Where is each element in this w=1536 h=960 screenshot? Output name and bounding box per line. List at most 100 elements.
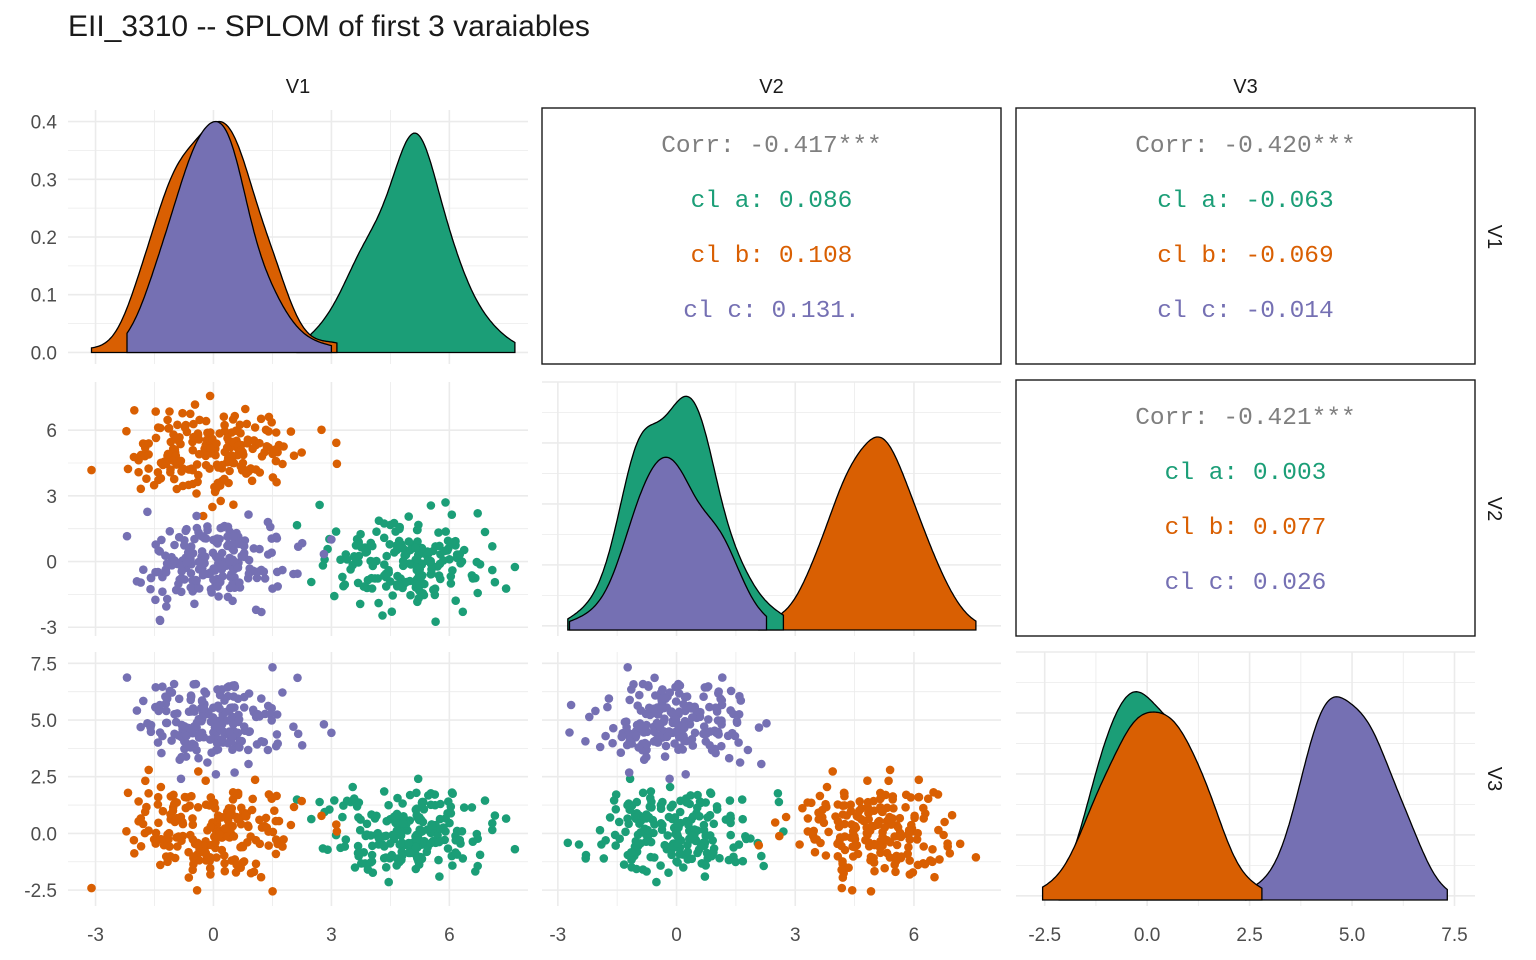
point-cl-b bbox=[154, 818, 163, 828]
point-cl-a bbox=[307, 577, 316, 587]
point-cl-b bbox=[194, 767, 203, 776]
strip-label-right: V1 bbox=[1483, 225, 1505, 249]
y-tick-label: 0.4 bbox=[31, 113, 58, 134]
point-cl-b bbox=[850, 834, 860, 844]
point-cl-c bbox=[170, 729, 179, 739]
point-cl-b bbox=[129, 452, 139, 462]
point-cl-b bbox=[247, 476, 257, 486]
point-cl-c bbox=[705, 702, 714, 712]
density-V1-cl-c bbox=[126, 120, 333, 354]
point-cl-c bbox=[170, 540, 179, 550]
point-cl-a bbox=[440, 546, 450, 556]
point-cl-b bbox=[904, 842, 913, 852]
point-cl-c bbox=[650, 673, 659, 683]
point-cl-a bbox=[292, 520, 302, 530]
point-cl-b bbox=[168, 456, 178, 465]
point-cl-a bbox=[435, 872, 444, 881]
point-cl-a bbox=[473, 834, 483, 843]
point-cl-b bbox=[912, 835, 922, 844]
point-cl-c bbox=[604, 694, 614, 703]
point-cl-c bbox=[724, 753, 734, 763]
point-cl-b bbox=[268, 887, 277, 896]
point-cl-c bbox=[170, 556, 179, 565]
point-cl-c bbox=[192, 511, 201, 521]
point-cl-a bbox=[623, 800, 632, 810]
y-tick-label: 0.1 bbox=[31, 286, 57, 307]
point-cl-a bbox=[398, 556, 408, 566]
point-cl-c bbox=[625, 695, 634, 705]
point-cl-b bbox=[810, 847, 820, 857]
point-cl-a bbox=[510, 562, 520, 572]
x-tick-label: 7.5 bbox=[1441, 925, 1467, 946]
point-cl-b bbox=[895, 828, 905, 838]
point-cl-c bbox=[565, 728, 574, 737]
point-cl-a bbox=[341, 835, 351, 844]
point-cl-a bbox=[696, 798, 706, 808]
point-cl-a bbox=[434, 837, 444, 847]
point-cl-b bbox=[180, 792, 190, 802]
point-cl-b bbox=[243, 821, 253, 830]
point-cl-a bbox=[599, 854, 609, 863]
point-cl-a bbox=[490, 811, 500, 820]
point-cl-c bbox=[139, 696, 148, 706]
point-cl-a bbox=[404, 512, 414, 521]
point-cl-b bbox=[129, 835, 139, 845]
corr-panel-frame bbox=[1015, 107, 1476, 365]
point-cl-c bbox=[267, 548, 277, 557]
point-cl-c bbox=[223, 683, 232, 692]
point-cl-a bbox=[420, 579, 429, 589]
point-cl-a bbox=[434, 571, 444, 580]
point-cl-b bbox=[156, 860, 165, 870]
point-cl-a bbox=[342, 555, 352, 564]
point-cl-a bbox=[381, 863, 391, 872]
point-cl-c bbox=[654, 720, 664, 730]
point-cl-c bbox=[132, 706, 142, 715]
point-cl-a bbox=[323, 845, 332, 854]
point-cl-c bbox=[704, 715, 713, 724]
x-tick-label: 6 bbox=[909, 925, 920, 946]
point-cl-a bbox=[738, 814, 747, 824]
point-cl-b bbox=[192, 886, 202, 895]
x-tick-label: 5.0 bbox=[1339, 925, 1365, 946]
point-cl-c bbox=[151, 683, 160, 692]
point-cl-a bbox=[414, 594, 424, 603]
point-cl-b bbox=[223, 832, 232, 841]
point-cl-b bbox=[238, 458, 248, 468]
point-cl-a bbox=[605, 813, 615, 822]
point-cl-b bbox=[901, 803, 910, 812]
point-cl-a bbox=[350, 553, 360, 563]
point-cl-b bbox=[261, 813, 271, 823]
point-cl-c bbox=[642, 752, 651, 762]
point-cl-a bbox=[619, 860, 629, 869]
point-cl-a bbox=[700, 872, 710, 881]
point-cl-c bbox=[220, 521, 229, 531]
y-tick-label: 0.2 bbox=[31, 228, 57, 249]
point-cl-b bbox=[164, 423, 174, 433]
strip-label-right: V2 bbox=[1483, 497, 1505, 521]
point-cl-b bbox=[864, 838, 873, 847]
point-cl-a bbox=[665, 782, 675, 792]
point-cl-a bbox=[426, 556, 436, 566]
point-cl-a bbox=[488, 565, 497, 575]
point-cl-c bbox=[259, 567, 269, 576]
point-cl-b bbox=[824, 827, 833, 837]
point-cl-c bbox=[233, 563, 243, 572]
point-cl-a bbox=[385, 540, 395, 549]
point-cl-c bbox=[660, 714, 669, 723]
point-cl-c bbox=[176, 774, 186, 784]
point-cl-a bbox=[647, 797, 656, 807]
point-cl-b bbox=[775, 831, 784, 841]
point-cl-a bbox=[451, 848, 460, 857]
point-cl-a bbox=[614, 817, 624, 827]
point-cl-c bbox=[153, 738, 163, 747]
point-cl-c bbox=[272, 730, 282, 739]
point-cl-c bbox=[158, 587, 167, 596]
point-cl-a bbox=[638, 865, 648, 874]
point-cl-a bbox=[581, 854, 590, 863]
point-cl-c bbox=[634, 722, 643, 732]
point-cl-a bbox=[635, 819, 644, 828]
point-cl-b bbox=[798, 803, 807, 813]
x-tick-label: -3 bbox=[549, 925, 566, 946]
point-cl-a bbox=[426, 789, 436, 798]
point-cl-c bbox=[229, 532, 238, 541]
